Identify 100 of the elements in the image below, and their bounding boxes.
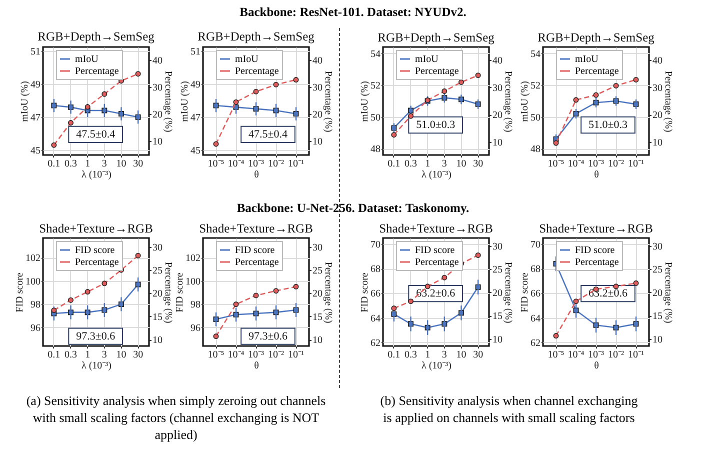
x-tick-label: 30 — [473, 350, 484, 360]
point — [102, 280, 108, 286]
legend-label: mIoU — [575, 54, 600, 65]
y-tick-label: 52 — [530, 80, 540, 92]
y-tick-label: 100 — [186, 276, 200, 288]
x-tick-label: 1 — [85, 158, 90, 170]
x-tick-label: 10⁻⁴ — [228, 350, 245, 360]
y2-axis-title: Percentage (%) — [662, 70, 674, 132]
y-tick-label: 49 — [30, 80, 40, 91]
point — [273, 82, 279, 88]
y-tick-label: 102 — [26, 253, 40, 264]
x-tick-label: 10⁻² — [608, 158, 624, 170]
y-tick-label: 54 — [530, 48, 540, 60]
y-axis-title: FID score — [520, 272, 530, 312]
point — [408, 298, 414, 304]
x-axis-title: θ — [594, 360, 600, 372]
y2-tick-label: 40 — [312, 56, 322, 67]
x-tick-label: 10 — [456, 158, 466, 170]
y-tick-label: 50 — [370, 112, 380, 124]
y2-tick-label: 15 — [312, 312, 322, 323]
y2-axis-title: Percentage (%) — [662, 262, 674, 324]
point — [68, 120, 74, 126]
y-axis-title: mIoU (%) — [180, 81, 190, 122]
point — [553, 333, 559, 338]
x-tick-label: 10⁻³ — [248, 158, 264, 170]
x-tick-label: 3 — [102, 158, 107, 170]
y-tick-label: 62 — [370, 338, 380, 349]
y-axis-title: mIoU (%) — [20, 81, 30, 122]
annotation: 97.3±0.6 — [248, 330, 288, 342]
x-tick-label: 3 — [442, 158, 447, 170]
y2-axis-title: Percentage (%) — [322, 262, 334, 324]
y-tick-label: 50 — [530, 112, 540, 124]
annotation: 47.5±0.4 — [248, 128, 288, 140]
x-tick-label: 3 — [442, 350, 447, 360]
x-axis-title: λ (10⁻³) — [421, 360, 452, 372]
x-tick-label: 30 — [473, 158, 484, 170]
y2-axis-title: Percentage (%) — [502, 262, 514, 324]
y-tick-label: 47 — [30, 112, 40, 124]
x-tick-label: 1 — [85, 350, 90, 360]
x-tick-label: 0.3 — [404, 158, 418, 170]
point — [424, 284, 430, 290]
point — [135, 252, 141, 258]
legend-label: mIoU — [235, 54, 260, 65]
y-tick-label: 45 — [30, 146, 40, 157]
x-tick-label: 3 — [102, 350, 107, 360]
x-tick-label: 10⁻⁴ — [568, 350, 585, 360]
y-tick-label: 102 — [186, 253, 200, 264]
y2-tick-label: 20 — [312, 109, 322, 120]
x-axis-title: λ (10⁻³) — [421, 170, 452, 180]
x-tick-label: 10⁻⁵ — [548, 350, 564, 360]
y-tick-label: 70 — [530, 240, 540, 251]
point — [68, 297, 74, 303]
text: (b) Sensitivity analysis when channel exchanging is applied on channels with small scaling factors — [379, 392, 639, 426]
x-tick-label: 1 — [425, 350, 430, 360]
x-tick-label: 10⁻³ — [588, 350, 604, 360]
legend-label: Percentage — [415, 66, 460, 77]
x-tick-label: 10⁻⁴ — [228, 158, 245, 170]
y-tick-label: 96 — [190, 322, 200, 334]
y2-tick-label: 40 — [652, 56, 662, 67]
y2-tick-label: 30 — [652, 241, 662, 252]
x-tick-label: 10 — [116, 350, 126, 360]
point — [573, 97, 579, 103]
x-tick-label: 0.3 — [64, 158, 78, 170]
y2-tick-label: 20 — [152, 288, 162, 300]
y-tick-label: 68 — [370, 264, 380, 276]
y2-tick-label: 30 — [312, 242, 322, 254]
x-tick-label: 10⁻⁵ — [548, 158, 564, 170]
point — [391, 306, 397, 312]
y-tick-label: 54 — [370, 48, 380, 60]
y-tick-label: 64 — [370, 313, 380, 324]
point — [475, 72, 481, 78]
annotation: 51.0±0.3 — [416, 119, 456, 131]
x-tick-label: 10⁻⁵ — [208, 158, 224, 170]
legend-label: Percentage — [235, 66, 280, 77]
y2-tick-label: 30 — [492, 82, 502, 94]
point — [593, 92, 599, 98]
chart-title: Shade+Texture→RGB — [379, 222, 493, 236]
x-tick-label: 10⁻¹ — [288, 158, 304, 170]
point — [442, 88, 448, 94]
text: Backbone: ResNet-101. Dataset: NYUDv2. — [238, 5, 468, 20]
legend-label: Percentage — [575, 66, 620, 77]
y2-tick-label: 10 — [492, 334, 502, 346]
x-tick-label: 0.1 — [388, 158, 400, 170]
x-tick-label: 0.3 — [64, 350, 78, 360]
y2-tick-label: 10 — [492, 137, 502, 148]
y2-axis-title: Percentage (%) — [322, 70, 334, 132]
x-tick-label: 10⁻¹ — [628, 158, 644, 170]
y2-axis-title: Percentage (%) — [162, 262, 174, 324]
y2-tick-label: 10 — [312, 136, 322, 148]
x-tick-label: 10⁻¹ — [288, 350, 304, 360]
y-tick-label: 48 — [530, 144, 540, 156]
point — [293, 77, 299, 83]
legend-label: FID score — [415, 245, 456, 256]
point — [51, 142, 57, 148]
y2-tick-label: 10 — [312, 335, 322, 346]
y2-tick-label: 10 — [652, 137, 662, 148]
chart-title: RGB+Depth→SemSeg — [198, 30, 316, 44]
point — [475, 252, 481, 258]
y2-tick-label: 15 — [492, 311, 502, 322]
point — [213, 334, 219, 340]
